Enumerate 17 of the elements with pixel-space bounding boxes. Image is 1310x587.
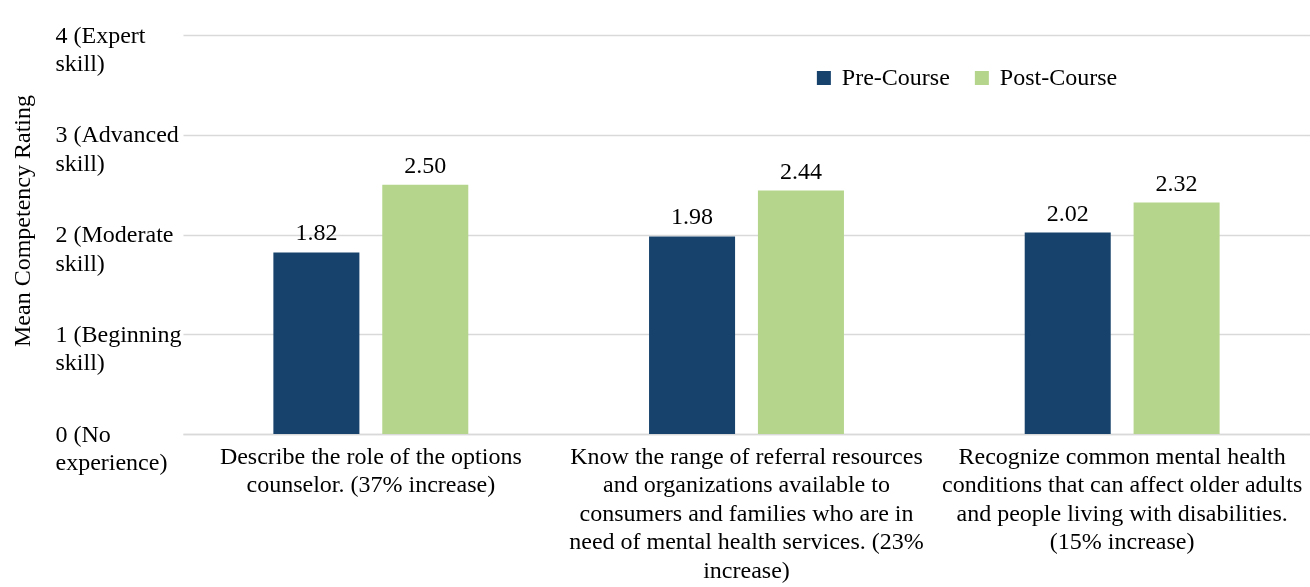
y-tick-label: 1 (Beginning skill) xyxy=(55,320,182,376)
legend-label: Pre-Course xyxy=(841,64,950,90)
data-label: 2.32 xyxy=(1155,169,1198,196)
data-label: 2.50 xyxy=(404,151,447,178)
legend-label: Post-Course xyxy=(999,64,1118,90)
x-tick-label: Describe the role of the options counselor. (37% increase) xyxy=(219,442,522,497)
x-tick-label: Know the range of referral resources and organizations available to consumers and families who are in need of mental health services. (23% increase) xyxy=(569,442,924,583)
y-tick-label: 2 (Moderate skill) xyxy=(55,221,174,276)
y-tick-label: 4 (Expert skill) xyxy=(55,21,146,76)
y-axis-title: Mean Competency Rating xyxy=(8,95,35,347)
data-label: 1.98 xyxy=(671,203,714,230)
y-tick-label: 0 (No experience) xyxy=(55,420,168,475)
data-label: 2.44 xyxy=(779,157,822,184)
y-tick-label: 3 (Advanced skill) xyxy=(55,121,179,176)
data-label: 2.02 xyxy=(1046,199,1089,226)
x-tick-label: Recognize common mental health conditions that can affect older adults and people living with disabilities. (15% increase) xyxy=(942,442,1303,554)
data-label: 1.82 xyxy=(295,219,338,246)
